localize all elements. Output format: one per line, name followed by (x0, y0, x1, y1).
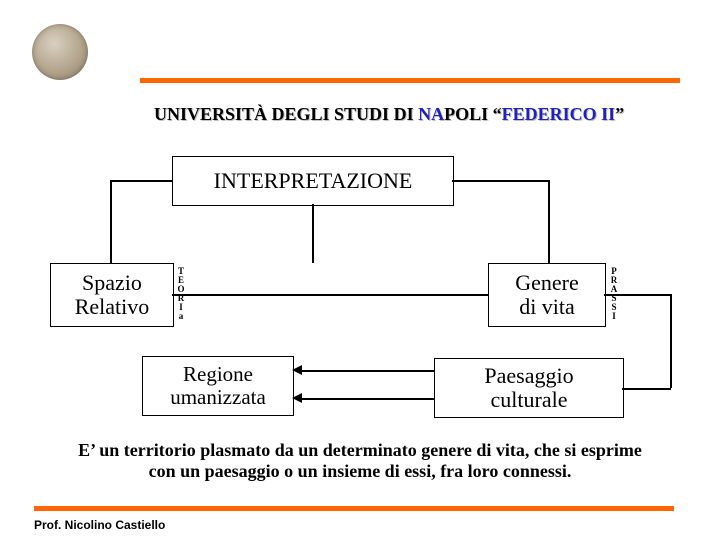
box-interpretazione: INTERPRETAZIONE (172, 156, 454, 206)
connector (172, 294, 488, 296)
connector (452, 180, 548, 182)
arrow-to-regione-top (292, 365, 302, 375)
connector (622, 388, 671, 390)
arrow-to-regione-bottom (292, 393, 302, 403)
caption-text: E’ un territorio plasmato da un determin… (30, 440, 690, 482)
connector (302, 370, 434, 372)
connector (604, 294, 670, 296)
box-genere-di-vita: Generedi vita (488, 263, 606, 327)
university-title: UNIVERSITÀ DEGLI STUDI DI NAPOLI “FEDERI… (154, 104, 624, 125)
box-regione-umanizzata: Regioneumanizzata (142, 356, 294, 416)
connector (110, 180, 172, 182)
box-spazio-relativo: SpazioRelativo (50, 263, 174, 327)
connector (312, 204, 314, 263)
university-seal (32, 24, 88, 80)
box-paesaggio-culturale: Paesaggioculturale (434, 358, 624, 418)
connector (670, 294, 672, 388)
footer-author: Prof. Nicolino Castiello (34, 518, 165, 532)
connector (548, 180, 550, 263)
connector (302, 398, 434, 400)
connector (110, 180, 112, 263)
bottom-rule (34, 506, 674, 511)
top-rule (140, 78, 680, 83)
